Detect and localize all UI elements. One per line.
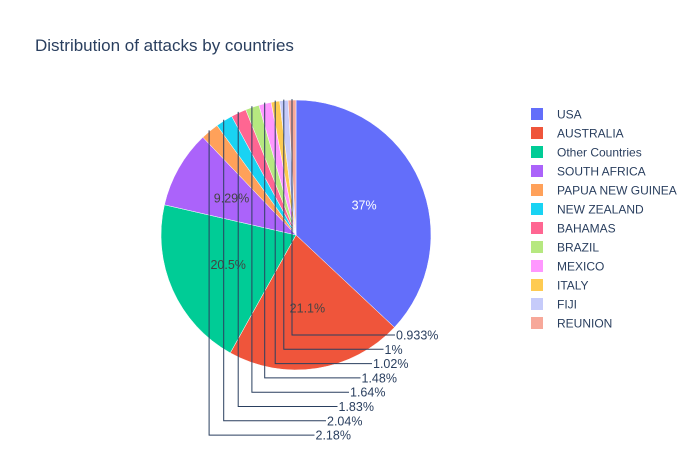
legend-swatch-usa[interactable] <box>531 108 543 120</box>
slice-label-mexico: 1.48% <box>362 371 397 385</box>
leader-line-fiji <box>283 99 384 350</box>
legend-swatch-italy[interactable] <box>531 279 543 291</box>
slice-label-italy: 1.02% <box>373 357 408 371</box>
legend-label-fiji[interactable]: FIJI <box>557 298 577 312</box>
legend-label-italy[interactable]: ITALY <box>557 279 589 293</box>
legend-swatch-reunion[interactable] <box>531 317 543 329</box>
slice-label-brazil: 1.64% <box>350 386 385 400</box>
legend-label-south-africa[interactable]: SOUTH AFRICA <box>557 165 646 179</box>
slice-label-other-countries: 20.5% <box>210 258 245 272</box>
slice-labels: 37% 21.1% 20.5% 9.29% <box>210 191 376 315</box>
slice-outside-labels: 2.18%2.04%1.83%1.64%1.48%1.02%1%0.933% <box>208 99 438 443</box>
slice-label-fiji: 1% <box>385 343 403 357</box>
legend-label-bahamas[interactable]: BAHAMAS <box>557 222 616 236</box>
legend-label-australia[interactable]: AUSTRALIA <box>557 127 624 141</box>
legend-swatch-south-africa[interactable] <box>531 165 543 177</box>
leader-line-brazil <box>251 106 349 393</box>
pie-slice-other-countries <box>160 204 297 354</box>
pie-slice-south-africa <box>164 136 297 236</box>
leader-line-bahamas <box>237 111 338 407</box>
pie-slice-usa <box>295 99 432 328</box>
legend-swatch-bahamas[interactable] <box>531 222 543 234</box>
legend-label-papua-new-guinea[interactable]: PAPUA NEW GUINEA <box>557 184 677 198</box>
leader-line-new-zealand <box>223 119 326 422</box>
slice-label-bahamas: 1.83% <box>339 400 374 414</box>
legend-swatch-new-zealand[interactable] <box>531 203 543 215</box>
slice-label-usa: 37% <box>352 199 377 213</box>
legend-swatch-fiji[interactable] <box>531 298 543 310</box>
legend-swatch-papua-new-guinea[interactable] <box>531 184 543 196</box>
legend-label-new-zealand[interactable]: NEW ZEALAND <box>557 203 644 217</box>
slice-label-reunion: 0.933% <box>396 329 438 343</box>
pie-slices <box>160 99 432 371</box>
slice-label-new-zealand: 2.04% <box>327 414 362 428</box>
legend-swatch-other-countries[interactable] <box>531 146 543 158</box>
legend-label-usa[interactable]: USA <box>557 108 582 122</box>
chart-title: Distribution of attacks by countries <box>35 36 294 55</box>
legend-label-other-countries[interactable]: Other Countries <box>557 146 642 160</box>
leader-line-reunion <box>291 99 395 336</box>
slice-label-south-africa: 9.29% <box>214 191 249 205</box>
leader-line-papua-new-guinea <box>208 130 315 436</box>
leader-line-mexico <box>264 102 361 379</box>
legend-swatch-australia[interactable] <box>531 127 543 139</box>
slice-label-australia: 21.1% <box>290 301 325 315</box>
legend-swatch-mexico[interactable] <box>531 260 543 272</box>
leader-line-italy <box>274 100 372 365</box>
pie-slice-australia <box>229 234 395 371</box>
legend-label-brazil[interactable]: BRAZIL <box>557 241 599 255</box>
legend-swatch-brazil[interactable] <box>531 241 543 253</box>
legend-label-reunion[interactable]: REUNION <box>557 317 612 331</box>
legend-label-mexico[interactable]: MEXICO <box>557 260 604 274</box>
legend: USA AUSTRALIA Other Countries SOUTH AFRICA P… <box>531 108 677 331</box>
slice-label-papua-new-guinea: 2.18% <box>316 429 351 443</box>
